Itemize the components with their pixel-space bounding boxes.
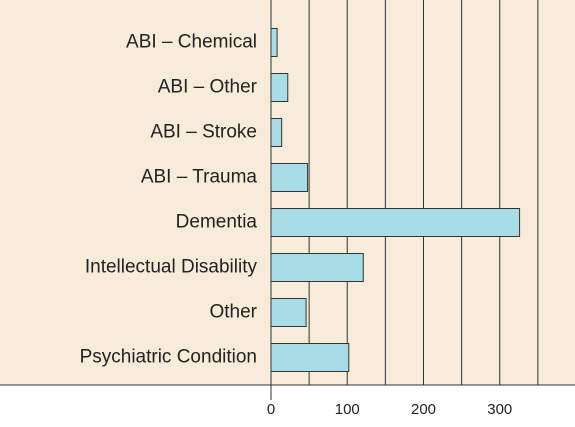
bar — [270, 208, 521, 237]
bar — [270, 343, 350, 372]
bar — [270, 118, 283, 147]
bar — [270, 298, 307, 327]
y-tick-label: Other — [209, 302, 257, 323]
y-tick-label: Dementia — [176, 212, 258, 233]
x-tick-label: 300 — [487, 401, 512, 418]
y-tick-label: ABI – Trauma — [141, 167, 258, 188]
x-tick-label: 100 — [335, 401, 360, 418]
plot-background — [0, 0, 575, 385]
y-tick-label: Intellectual Disability — [85, 257, 258, 278]
y-tick-label: ABI – Stroke — [150, 122, 257, 143]
bar — [270, 253, 364, 282]
x-tick-label: 0 — [267, 401, 275, 418]
x-tick-label: 200 — [411, 401, 436, 418]
y-tick-label: ABI – Other — [158, 77, 258, 98]
y-tick-label: Psychiatric Condition — [80, 347, 257, 368]
bar — [270, 163, 309, 192]
bar — [270, 28, 278, 57]
bar — [270, 73, 289, 102]
y-tick-label: ABI – Chemical — [126, 32, 257, 53]
